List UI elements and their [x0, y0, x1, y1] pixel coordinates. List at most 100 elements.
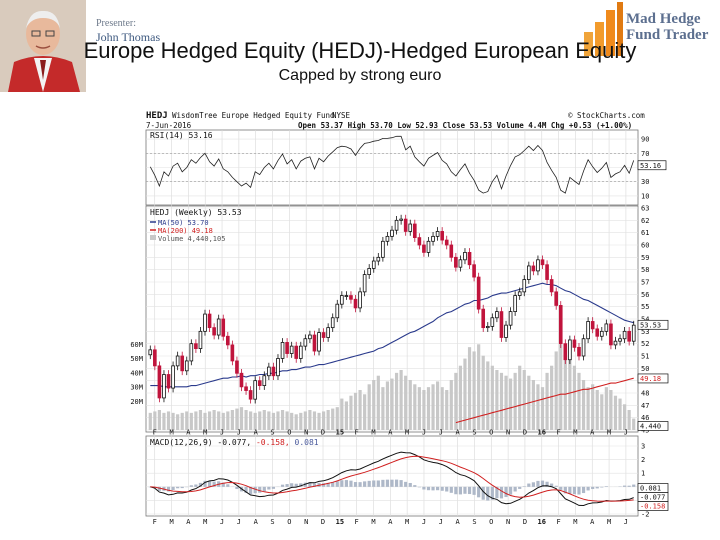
- month-label: N: [506, 429, 510, 437]
- macd-histogram-bar: [372, 480, 376, 487]
- month-label: M: [203, 429, 207, 437]
- price-candle: [157, 361, 162, 403]
- price-candle: [549, 275, 554, 297]
- presenter-photo: [0, 0, 86, 92]
- month-label: J: [422, 429, 426, 437]
- month-label-bottom: J: [624, 518, 628, 526]
- price-candle: [262, 371, 267, 390]
- macd-histogram-bar: [508, 486, 513, 495]
- macd-marker: -0.077: [640, 494, 665, 502]
- macd-histogram-bar: [340, 480, 344, 487]
- volume-bar: [581, 380, 586, 430]
- volume-bar: [308, 410, 312, 430]
- macd-histogram-bar: [531, 482, 535, 487]
- volume-bar: [367, 384, 371, 430]
- month-label-bottom: M: [203, 518, 207, 526]
- chart-source: © StockCharts.com: [568, 111, 645, 120]
- volume-bar: [331, 408, 335, 430]
- volume-bar: [536, 384, 540, 430]
- price-candle: [381, 236, 385, 262]
- month-label-bottom: O: [489, 518, 493, 526]
- price-candle: [435, 227, 440, 241]
- price-candle: [289, 341, 294, 358]
- macd-histogram-bar: [381, 479, 385, 487]
- volume-bar: [267, 411, 271, 430]
- month-label: M: [169, 429, 173, 437]
- price-candle: [235, 356, 239, 378]
- macd-histogram-bar: [267, 486, 271, 490]
- macd-histogram-bar: [207, 480, 212, 487]
- macd-histogram-bar: [358, 482, 362, 487]
- price-candle: [207, 309, 212, 332]
- macd-histogram-bar: [299, 483, 303, 487]
- price-candle: [162, 370, 166, 403]
- price-candle: [467, 248, 472, 270]
- volume-bar: [335, 407, 339, 430]
- macd-histogram-bar: [458, 486, 463, 495]
- volume-bar: [271, 412, 276, 430]
- volume-bar: [203, 412, 207, 430]
- volume-bar: [422, 390, 426, 430]
- macd-histogram-bar: [385, 479, 390, 487]
- volume-bar: [481, 355, 485, 430]
- price-candle: [631, 320, 636, 346]
- volume-bar: [513, 372, 517, 430]
- price-candle: [408, 219, 413, 236]
- price-candle: [280, 338, 285, 363]
- volume-tick: 60M: [130, 341, 143, 349]
- price-candle: [403, 214, 408, 236]
- macd-tick: 3: [641, 443, 645, 451]
- ma200-label: MA(200) 49.18: [158, 227, 213, 235]
- volume-bar: [207, 411, 212, 430]
- rsi-line: [149, 135, 635, 194]
- volume-bar: [385, 381, 390, 430]
- macd-histogram-bar: [472, 486, 476, 495]
- macd-histogram-bar: [285, 484, 289, 487]
- month-label-bottom: A: [456, 518, 461, 526]
- volume-bar: [499, 372, 504, 430]
- macd-histogram-bar: [235, 486, 239, 490]
- price-candle: [285, 338, 289, 358]
- volume-bar: [623, 404, 627, 430]
- volume-tick: 20M: [130, 398, 143, 406]
- macd-histogram-bar: [344, 480, 348, 487]
- macd-marker: 0.081: [640, 485, 661, 493]
- month-label-bottom: N: [304, 518, 308, 526]
- price-candle: [490, 313, 495, 331]
- price-candle: [622, 327, 627, 344]
- macd-histogram-bar: [504, 486, 508, 498]
- macd-histogram-bar: [262, 486, 266, 492]
- macd-histogram-bar: [258, 486, 262, 493]
- price-candle: [184, 356, 189, 376]
- price-candle: [481, 304, 486, 332]
- month-label: A: [590, 429, 595, 437]
- macd-histogram-bar: [326, 482, 330, 487]
- volume-bar: [426, 387, 431, 430]
- price-candle: [609, 319, 613, 350]
- macd-histogram-bar: [249, 486, 253, 495]
- price-candle: [317, 328, 321, 356]
- volume-bar: [600, 394, 604, 430]
- macd-histogram-bar: [367, 480, 371, 487]
- macd-line: [150, 451, 634, 507]
- price-tick: 46: [641, 414, 649, 422]
- volume-bar: [299, 412, 303, 430]
- volume-bar: [258, 411, 262, 430]
- price-candle: [536, 255, 540, 276]
- price-label: HEDJ (Weekly) 53.53: [150, 208, 242, 217]
- volume-bar: [404, 375, 408, 430]
- macd-hist-label: 0.081: [295, 438, 319, 447]
- macd-histogram-bar: [454, 486, 458, 495]
- price-candle: [563, 339, 568, 365]
- volume-bar: [344, 401, 348, 430]
- price-candle: [618, 334, 622, 346]
- volume-bar: [249, 411, 253, 430]
- month-label-bottom: F: [556, 518, 560, 526]
- volume-bar: [381, 387, 385, 430]
- volume-bar: [198, 410, 203, 430]
- volume-bar: [358, 390, 362, 430]
- price-candle: [253, 376, 257, 404]
- price-tick: 50: [641, 365, 649, 373]
- rsi-tick: 70: [641, 150, 649, 158]
- month-label-bottom: D: [321, 518, 325, 526]
